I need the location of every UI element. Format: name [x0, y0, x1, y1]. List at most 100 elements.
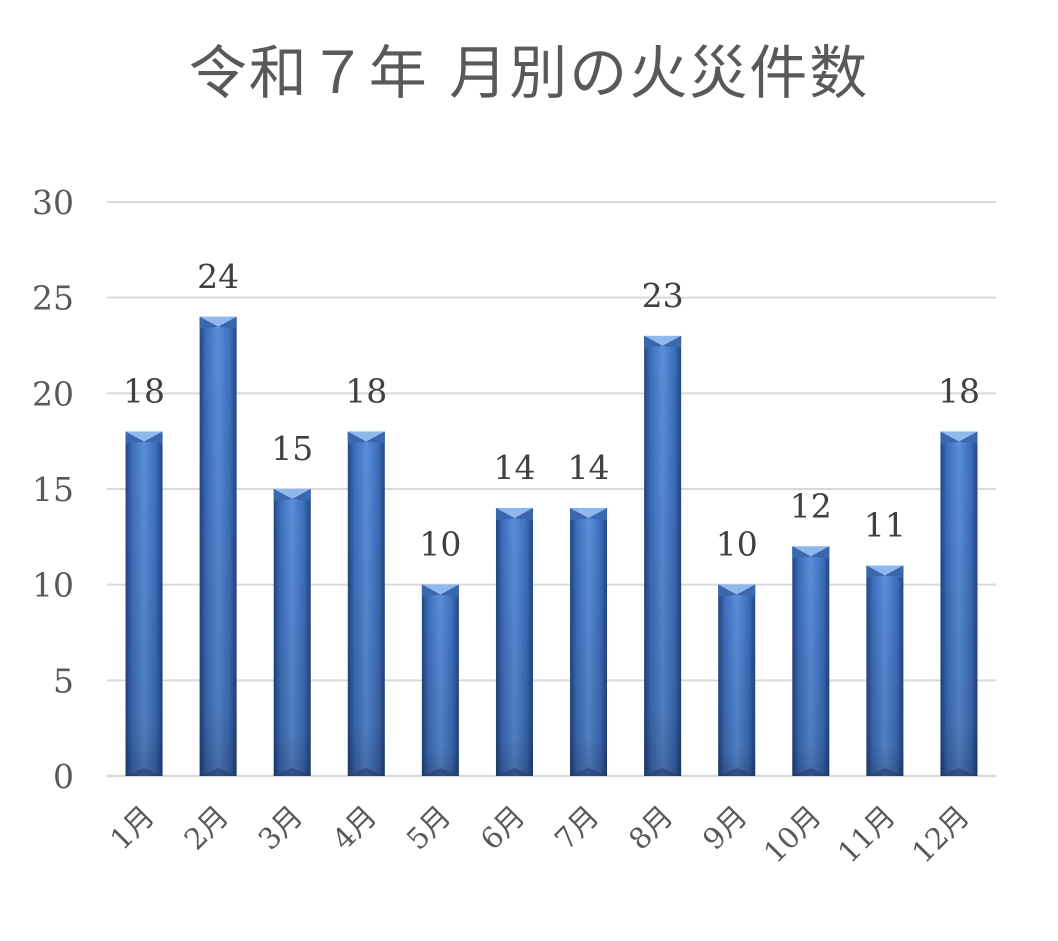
bar-shade	[199, 316, 237, 776]
bar-cap-right	[218, 316, 237, 329]
bar	[866, 565, 904, 776]
bar-cap-left	[940, 431, 959, 444]
bar-cap-right	[958, 431, 978, 444]
bar-cap	[125, 431, 163, 442]
x-tick-label: 11月	[831, 799, 902, 870]
bar-cap	[199, 316, 237, 327]
data-label: 24	[197, 257, 239, 296]
x-tick-label: 1月	[103, 799, 161, 857]
bars	[125, 316, 978, 776]
x-tick-label: 3月	[252, 799, 310, 857]
x-tick-label: 9月	[696, 799, 754, 857]
bar-cap	[940, 431, 978, 442]
bar-shade	[421, 584, 459, 776]
bar-shade	[347, 431, 385, 776]
bar-base	[495, 768, 533, 776]
bar-base	[644, 768, 682, 776]
bar	[718, 584, 756, 776]
bar-base	[273, 768, 311, 776]
bar-base	[940, 768, 978, 776]
bar-base	[421, 768, 459, 776]
bar-cap-left	[273, 489, 293, 501]
bar-cap-right	[884, 565, 904, 578]
bar-base	[347, 768, 385, 776]
bar-base	[866, 768, 904, 776]
bar-base	[125, 768, 163, 776]
bar-cap	[421, 584, 459, 595]
bar-cap	[792, 546, 830, 557]
x-tick-label: 8月	[622, 799, 680, 857]
bar-cap-right	[366, 431, 385, 444]
y-tick-label: 20	[32, 374, 74, 413]
y-tick-label: 15	[32, 470, 74, 509]
bar	[273, 489, 311, 776]
data-labels: 18 24 15 18 10 14 14 23 10 12 11 18	[123, 257, 980, 564]
bar-shade	[125, 431, 163, 776]
bar-cap-right	[736, 584, 756, 597]
bar-cap-right	[292, 489, 311, 501]
bar-shade	[644, 335, 682, 776]
bar	[347, 431, 385, 776]
data-label: 14	[493, 448, 535, 487]
bar	[644, 335, 682, 776]
data-label: 18	[345, 372, 387, 411]
bar	[125, 431, 163, 776]
x-tick-label: 6月	[474, 799, 532, 857]
bar-cap-left	[495, 508, 515, 521]
bar-base	[570, 768, 608, 776]
x-tick-label: 7月	[548, 799, 606, 857]
bar-base	[792, 768, 830, 776]
chart-title: 令和７年 月別の火災件数	[189, 39, 869, 107]
bar	[792, 546, 830, 776]
y-tick-label: 5	[53, 661, 74, 700]
x-tick-label: 4月	[326, 799, 384, 857]
bar	[199, 316, 237, 776]
bar-cap-left	[421, 584, 441, 597]
bar-shade	[718, 584, 756, 776]
bar-cap	[718, 584, 756, 595]
bar-shade	[792, 546, 830, 776]
bar-cap-right	[588, 508, 608, 521]
bar-shade	[940, 431, 978, 776]
y-tick-label: 30	[32, 183, 74, 222]
bar-cap-left	[644, 335, 663, 348]
bar-cap	[273, 489, 311, 499]
x-axis-category-labels: 1月 2月 3月 4月 5月 6月 7月 8月 9月 10月 11月 12月	[103, 799, 976, 870]
bar-cap-left	[718, 584, 737, 597]
bar-cap-left	[866, 565, 885, 578]
data-label: 10	[716, 525, 758, 564]
bar-cap-right	[662, 335, 682, 348]
bar-cap-left	[125, 431, 145, 444]
y-axis-tick-labels: 0 5 10 15 20 25 30	[32, 183, 74, 796]
bar-cap-left	[347, 431, 367, 444]
bar-shade	[866, 565, 904, 776]
bar-cap	[644, 335, 682, 346]
x-tick-label: 5月	[400, 799, 458, 857]
bar-cap-left	[570, 508, 589, 521]
bar-cap	[570, 508, 608, 519]
bar-base	[718, 768, 756, 776]
bar-cap-left	[792, 546, 811, 559]
bar-shade	[273, 489, 311, 776]
bar	[495, 508, 533, 776]
bar-shade	[570, 508, 608, 776]
bar-cap	[495, 508, 533, 519]
bar-cap-right	[440, 584, 459, 597]
y-tick-label: 0	[53, 757, 74, 796]
bar	[570, 508, 608, 776]
x-tick-label: 10月	[757, 799, 828, 870]
data-label: 18	[938, 372, 980, 411]
bar-cap-right	[810, 546, 830, 559]
bar-cap-right	[144, 431, 163, 444]
bar-cap	[866, 565, 904, 576]
gridlines	[107, 201, 996, 778]
data-label: 23	[642, 276, 684, 315]
y-tick-label: 25	[32, 279, 74, 318]
data-label: 10	[419, 525, 461, 564]
data-label: 18	[123, 372, 165, 411]
y-tick-label: 10	[32, 566, 74, 605]
x-tick-label: 12月	[905, 799, 976, 870]
bar	[421, 584, 459, 776]
data-label: 11	[864, 506, 906, 545]
